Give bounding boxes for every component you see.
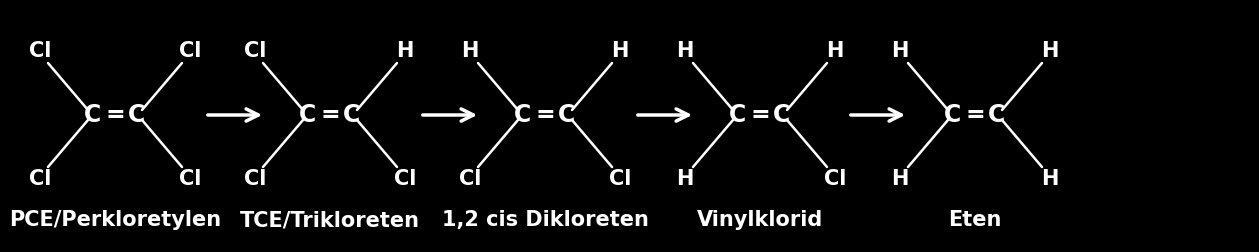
Text: Cl: Cl	[29, 169, 52, 189]
Text: =: =	[320, 103, 340, 127]
Text: =: =	[535, 103, 555, 127]
Text: H: H	[397, 41, 414, 61]
Text: Cl: Cl	[29, 41, 52, 61]
Text: Cl: Cl	[458, 169, 481, 189]
Text: C: C	[84, 103, 102, 127]
Text: Cl: Cl	[609, 169, 631, 189]
Text: H: H	[676, 41, 694, 61]
Text: Vinylklorid: Vinylklorid	[697, 210, 823, 230]
Text: H: H	[1041, 41, 1059, 61]
Text: H: H	[676, 169, 694, 189]
Text: C: C	[944, 103, 962, 127]
Text: C: C	[988, 103, 1006, 127]
Text: H: H	[891, 169, 909, 189]
Text: H: H	[612, 41, 628, 61]
Text: TCE/Trikloreten: TCE/Trikloreten	[240, 210, 421, 230]
Text: =: =	[750, 103, 769, 127]
Text: Eten: Eten	[948, 210, 1002, 230]
Text: Cl: Cl	[394, 169, 417, 189]
Text: C: C	[559, 103, 575, 127]
Text: =: =	[104, 103, 125, 127]
Text: C: C	[300, 103, 316, 127]
Text: PCE/Perkloretylen: PCE/Perkloretylen	[9, 210, 222, 230]
Text: =: =	[966, 103, 985, 127]
Text: Cl: Cl	[179, 169, 201, 189]
Text: Cl: Cl	[244, 169, 266, 189]
Text: H: H	[891, 41, 909, 61]
Text: Cl: Cl	[179, 41, 201, 61]
Text: C: C	[128, 103, 146, 127]
Text: C: C	[344, 103, 360, 127]
Text: H: H	[461, 41, 478, 61]
Text: C: C	[773, 103, 791, 127]
Text: C: C	[515, 103, 531, 127]
Text: H: H	[826, 41, 844, 61]
Text: Cl: Cl	[244, 41, 266, 61]
Text: H: H	[1041, 169, 1059, 189]
Text: Cl: Cl	[823, 169, 846, 189]
Text: 1,2 cis Dikloreten: 1,2 cis Dikloreten	[442, 210, 648, 230]
Text: C: C	[729, 103, 747, 127]
